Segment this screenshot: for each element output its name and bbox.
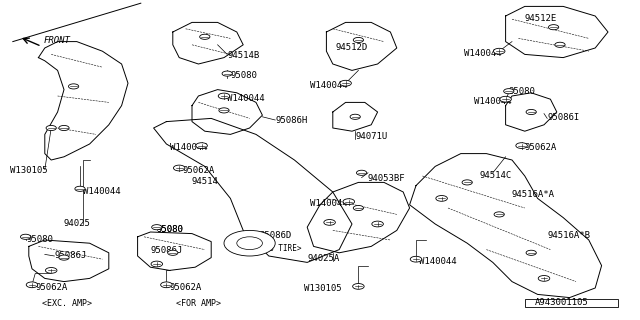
Circle shape (353, 37, 364, 43)
Circle shape (516, 143, 527, 148)
Text: W140044: W140044 (474, 97, 511, 106)
Circle shape (173, 165, 185, 171)
Text: 94025: 94025 (64, 219, 91, 228)
Text: 95062A: 95062A (525, 143, 557, 152)
Circle shape (436, 196, 447, 201)
Circle shape (196, 143, 207, 148)
Text: 95080: 95080 (230, 71, 257, 80)
Text: <FOR AMP>: <FOR AMP> (176, 299, 221, 308)
Circle shape (356, 170, 367, 175)
Circle shape (45, 268, 57, 273)
Text: 95086I: 95086I (547, 113, 579, 122)
Text: W130105: W130105 (304, 284, 342, 292)
Text: 95086J: 95086J (54, 251, 86, 260)
Circle shape (350, 114, 360, 119)
Circle shape (372, 221, 383, 227)
Text: 94025A: 94025A (307, 254, 339, 263)
Circle shape (504, 89, 514, 94)
Circle shape (219, 108, 229, 113)
Circle shape (526, 250, 536, 255)
Text: 95062A: 95062A (170, 283, 202, 292)
Text: 94053BF: 94053BF (368, 174, 406, 183)
Text: W140044: W140044 (83, 187, 121, 196)
Circle shape (324, 220, 335, 225)
Circle shape (218, 93, 230, 99)
Circle shape (353, 284, 364, 289)
Text: W130105: W130105 (10, 166, 47, 175)
Circle shape (59, 255, 69, 260)
Text: 94071U: 94071U (355, 132, 387, 141)
Circle shape (343, 199, 355, 204)
Text: W140044: W140044 (310, 199, 348, 208)
Text: 95086J: 95086J (150, 246, 182, 255)
Text: W140044: W140044 (464, 49, 502, 58)
Circle shape (500, 96, 511, 102)
Circle shape (555, 42, 565, 47)
Circle shape (493, 48, 505, 54)
Circle shape (340, 80, 351, 86)
Text: 94514: 94514 (192, 177, 219, 186)
Text: <FOR S TIRE>: <FOR S TIRE> (246, 244, 302, 253)
Circle shape (168, 250, 178, 255)
Circle shape (151, 261, 163, 267)
Circle shape (526, 109, 536, 115)
Circle shape (200, 34, 210, 39)
Text: 95062A: 95062A (182, 166, 214, 175)
Text: W140044: W140044 (170, 143, 207, 152)
Circle shape (46, 125, 56, 131)
Circle shape (410, 256, 422, 262)
Circle shape (224, 230, 275, 256)
Circle shape (26, 282, 38, 288)
Text: A943001105: A943001105 (534, 298, 588, 307)
Circle shape (538, 276, 550, 281)
Text: 95080: 95080 (27, 235, 54, 244)
Text: W140044: W140044 (227, 94, 265, 103)
Text: <EXC. AMP>: <EXC. AMP> (42, 299, 92, 308)
Text: W140044: W140044 (419, 257, 457, 266)
Circle shape (68, 84, 79, 89)
Text: 94516A*B: 94516A*B (547, 231, 590, 240)
Text: 95086D: 95086D (259, 231, 291, 240)
Circle shape (462, 180, 472, 185)
Text: 94516A*A: 94516A*A (512, 190, 555, 199)
Text: 95080: 95080 (509, 87, 536, 96)
Text: 94514B: 94514B (227, 51, 259, 60)
Text: FRONT: FRONT (44, 36, 70, 44)
Text: 95086H: 95086H (275, 116, 307, 125)
Circle shape (59, 125, 69, 131)
Circle shape (161, 282, 172, 288)
Circle shape (152, 225, 162, 230)
Text: 95062A: 95062A (35, 283, 67, 292)
Text: 95080: 95080 (157, 225, 184, 234)
Circle shape (494, 212, 504, 217)
Circle shape (353, 205, 364, 211)
Circle shape (75, 186, 85, 191)
Text: 95080: 95080 (157, 225, 184, 234)
Text: 94512D: 94512D (336, 43, 368, 52)
Text: 94514C: 94514C (480, 171, 512, 180)
Circle shape (548, 25, 559, 30)
Circle shape (20, 234, 31, 239)
Circle shape (222, 71, 232, 76)
Text: W140044: W140044 (310, 81, 348, 90)
Text: 94512E: 94512E (525, 14, 557, 23)
